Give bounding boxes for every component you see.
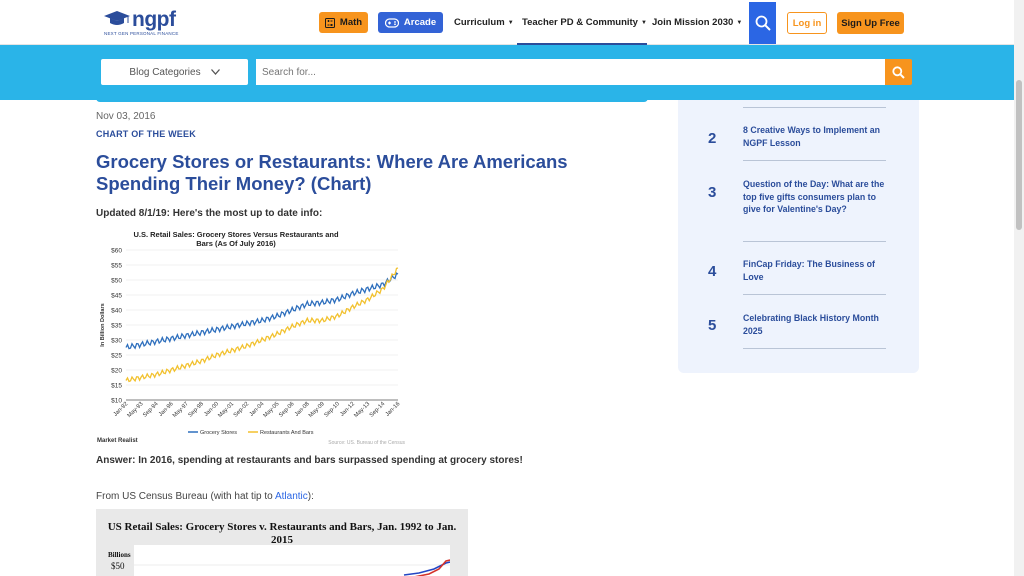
search-icon (892, 65, 905, 79)
nav-curriculum[interactable]: Curriculum ▼ (454, 17, 514, 28)
sidebar-divider (743, 241, 886, 242)
blog-search-submit[interactable] (885, 59, 912, 85)
math-button[interactable]: Math (319, 12, 368, 33)
chart-x-tick-label: Sep-14 (369, 401, 387, 419)
chart-y-tick-label: $15 (111, 383, 122, 390)
census-chart-ytick: $50 (111, 561, 125, 571)
chart-source-label: Source: US. Bureau of the Census (328, 440, 405, 446)
chart-x-tick-label: May-13 (353, 401, 371, 419)
arcade-label: Arcade (403, 17, 437, 28)
article-category-link[interactable]: CHART OF THE WEEK (96, 129, 196, 139)
chart-x-tick-label: May-93 (127, 401, 145, 419)
chart-y-tick-label: $55 (111, 263, 122, 270)
chart-x-tick-label: Sep-02 (233, 401, 250, 418)
chart-x-tick-label: Sep-98 (188, 401, 205, 418)
sidebar-item-title[interactable]: FinCap Friday: The Business of Love (743, 259, 875, 282)
sidebar-divider (743, 294, 886, 295)
sidebar-item-number: 3 (708, 184, 717, 201)
chart-y-tick-label: $45 (111, 293, 122, 300)
article-title: Grocery Stores or Restaurants: Where Are… (96, 151, 568, 194)
source-suffix: ): (307, 491, 314, 502)
article-date: Nov 03, 2016 (96, 111, 156, 122)
chart-y-tick-label: $60 (111, 248, 122, 255)
chart-x-tick-label: May-97 (172, 401, 190, 419)
caret-down-icon: ▼ (640, 20, 647, 26)
chevron-down-icon (210, 69, 220, 75)
caret-down-icon: ▼ (736, 20, 743, 26)
chart-y-tick-label: $50 (111, 278, 122, 285)
caret-down-icon: ▼ (507, 20, 514, 26)
chart-y-axis-label: In Billion Dollars (100, 303, 106, 346)
retail-sales-chart-svg: U.S. Retail Sales: Grocery Stores Versus… (97, 230, 405, 446)
chart-x-tick-label: Jan-16 (385, 401, 402, 418)
scrollbar-thumb[interactable] (1016, 80, 1022, 230)
census-chart-title: US Retail Sales: Grocery Stores v. Resta… (107, 521, 457, 546)
chart-x-tick-label: May-01 (217, 401, 235, 419)
sidebar-item-title[interactable]: 8 Creative Ways to Implement an NGPF Les… (743, 125, 881, 148)
census-chart: US Retail Sales: Grocery Stores v. Resta… (96, 509, 468, 576)
chart-y-tick-label: $40 (111, 308, 122, 315)
signup-button[interactable]: Sign Up Free (837, 12, 904, 34)
nav-curriculum-label: Curriculum (454, 17, 505, 28)
blog-categories-label: Blog Categories (129, 66, 201, 78)
logo-tagline: NEXT GEN PERSONAL FINANCE (104, 31, 179, 36)
active-nav-indicator (517, 43, 647, 45)
graduation-cap-icon (104, 11, 130, 25)
chart-y-tick-label: $10 (111, 398, 122, 405)
census-chart-plot (134, 545, 468, 576)
nav-join-mission[interactable]: Join Mission 2030 ▼ (652, 17, 742, 28)
census-chart-ylabel: Billions (108, 551, 131, 559)
chart-x-tick-label: May-05 (263, 401, 281, 419)
nav-teacher-pd[interactable]: Teacher PD & Community ▼ (522, 17, 647, 28)
chart-series-line-grocery-stores (125, 272, 399, 350)
sidebar-item-number: 5 (708, 317, 717, 334)
legend-label-grocery-stores: Grocery Stores (200, 430, 237, 436)
login-button[interactable]: Log in (787, 12, 827, 34)
nav-join-mission-label: Join Mission 2030 (652, 17, 734, 28)
chart-x-tick-label: Sep-10 (324, 401, 341, 418)
sidebar-item-title[interactable]: Question of the Day: What are the top fi… (743, 179, 885, 214)
legend-label-restaurants-and-bars: Restaurants And Bars (260, 430, 314, 436)
sidebar-divider (743, 348, 886, 349)
popular-posts-sidebar (678, 100, 919, 373)
source-prefix: From US Census Bureau (with hat tip to (96, 491, 275, 502)
census-chart-lines (134, 555, 468, 576)
arcade-button[interactable]: Arcade (378, 12, 443, 33)
blog-search-input[interactable] (256, 59, 885, 85)
sidebar-divider (743, 160, 886, 161)
header-search-button[interactable] (749, 2, 776, 44)
chart-series-line-restaurants-and-bars (125, 267, 399, 383)
chart-x-tick-label: Sep-06 (278, 401, 295, 418)
math-label: Math (339, 17, 363, 28)
atlantic-link[interactable]: Atlantic (274, 491, 308, 502)
gamepad-icon (384, 17, 399, 28)
source-line: From US Census Bureau (with hat tip to A… (96, 491, 314, 502)
nav-teacher-pd-label: Teacher PD & Community (522, 17, 638, 28)
calculator-icon (324, 17, 335, 28)
sidebar-item-number: 4 (708, 263, 717, 280)
article-answer: Answer: In 2016, spending at restaurants… (96, 455, 523, 466)
sidebar-item-title[interactable]: Celebrating Black History Month 2025 (743, 313, 879, 336)
chart-x-tick-label: May-09 (308, 401, 326, 419)
chart-y-tick-label: $25 (111, 353, 122, 360)
chart-x-tick-label: Sep-94 (142, 401, 160, 419)
sidebar-divider (743, 107, 886, 108)
article-header-edge (96, 97, 648, 102)
top-navigation: ngpf NEXT GEN PERSONAL FINANCE Math Arca… (0, 0, 1024, 45)
blog-categories-dropdown[interactable]: Blog Categories (101, 59, 248, 85)
chart-y-tick-label: $30 (111, 338, 122, 345)
chart-y-tick-label: $20 (111, 368, 122, 375)
chart-brand-label: Market Realist (97, 438, 138, 444)
sidebar-item-number: 2 (708, 130, 717, 147)
chart-title-line-2: Bars (As Of July 2016) (196, 239, 276, 248)
page-scrollbar[interactable] (1014, 0, 1024, 576)
chart-y-tick-label: $35 (111, 323, 122, 330)
article-update-note: Updated 8/1/19: Here's the most up to da… (96, 208, 323, 219)
logo-wordmark: ngpf (132, 8, 176, 31)
search-icon (755, 15, 771, 31)
chart-title-line-1: U.S. Retail Sales: Grocery Stores Versus… (133, 230, 339, 239)
retail-sales-chart: U.S. Retail Sales: Grocery Stores Versus… (96, 224, 406, 449)
ngpf-logo[interactable]: ngpf NEXT GEN PERSONAL FINANCE (104, 8, 184, 36)
